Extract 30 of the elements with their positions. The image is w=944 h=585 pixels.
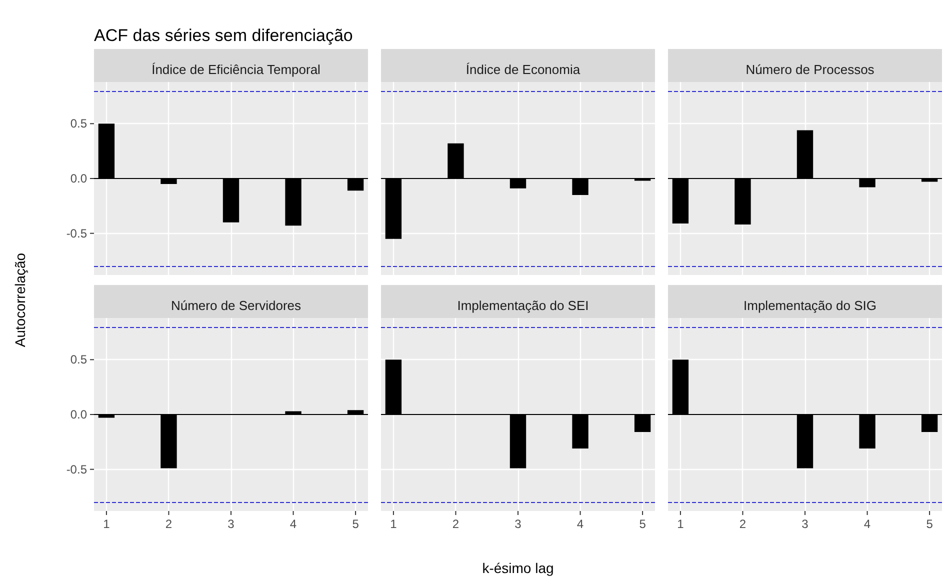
x-tick-label: 3 [228,517,235,531]
x-tick-label: 5 [352,517,360,531]
x-tick-label: 3 [514,517,522,531]
chart-title: Índice de Economia [466,62,581,77]
text: ACF das séries sem diferenciação [94,26,353,46]
chart-title: Índice de Eficiência Temporal [152,62,321,77]
x-tick-label: 2 [165,517,172,531]
x-tick-label: 5 [926,517,934,531]
x-tick-label: 4 [864,517,871,531]
chart-title: Implementação do SEI [457,298,589,313]
x-tick-label: 3 [802,517,809,531]
x-tick-label: 4 [290,517,297,531]
y-axis-title: Autocorrelação [12,252,28,348]
y-tick-label: -0.5 [66,226,88,240]
x-tick-label: 1 [103,517,110,531]
chart-title: Número de Processos [746,62,875,77]
chart-title: Implementação do SIG [744,298,876,313]
y-tick-label: 0.0 [70,172,88,186]
y-tick-label: -0.5 [66,462,88,476]
x-tick-label: 4 [576,517,584,531]
y-tick-label: 0.5 [70,352,88,367]
x-tick-label: 1 [677,517,684,531]
x-tick-label: 1 [390,517,398,531]
x-tick-label: 5 [639,517,646,531]
y-tick-label: 0.5 [70,116,88,131]
y-tick-label: 0.0 [70,408,88,422]
x-tick-label: 2 [739,517,746,531]
x-tick-label: 2 [452,517,460,531]
chart-title: Número de Servidores [170,298,302,313]
x-axis-title: k-ésimo lag [482,560,554,576]
